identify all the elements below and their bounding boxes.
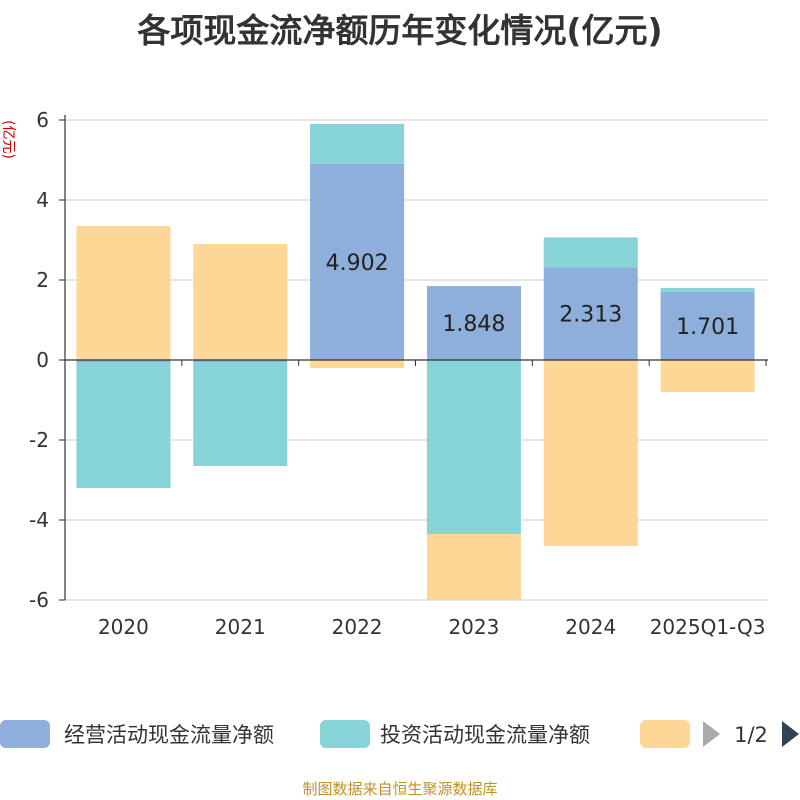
legend: 经营活动现金流量净额 投资活动现金流量净额 1/2 bbox=[0, 720, 799, 748]
source-note: 制图数据来自恒生聚源数据库 bbox=[302, 780, 498, 798]
y-tick-label: -2 bbox=[29, 428, 49, 452]
legend-swatch-1[interactable] bbox=[320, 720, 370, 748]
bar-2024-s1 bbox=[543, 237, 638, 268]
bar-2021-s2 bbox=[193, 244, 288, 360]
grid-lines bbox=[65, 119, 768, 601]
bar-2020-s0 bbox=[76, 360, 171, 362]
bar-2025Q1-Q3-s2 bbox=[660, 360, 755, 392]
legend-page-indicator: 1/2 bbox=[734, 723, 768, 747]
data-label: 4.902 bbox=[326, 251, 389, 276]
chart-title: 各项现金流净额历年变化情况(亿元) bbox=[137, 11, 663, 50]
y-tick-label: 2 bbox=[36, 268, 49, 292]
bar-2024-s0 bbox=[543, 267, 638, 360]
bar-2020-s2 bbox=[76, 226, 171, 360]
bar-2021-s0 bbox=[193, 360, 288, 362]
bar-2023-s0 bbox=[426, 286, 521, 360]
x-tick-label: 2025Q1-Q3 bbox=[650, 615, 766, 639]
bar-2023-s1 bbox=[426, 360, 521, 534]
axes: 6 4 2 0 -2 -4 -6 2020 2021 2022 2023 2024 2025Q1-Q3 bbox=[29, 108, 768, 639]
x-tick-label: 2024 bbox=[565, 615, 616, 639]
data-label: 2.313 bbox=[559, 303, 622, 328]
data-labels: 4.902 1.848 2.313 1.701 bbox=[326, 251, 739, 340]
data-label: 1.701 bbox=[676, 315, 739, 340]
x-tick-label: 2021 bbox=[215, 615, 266, 639]
y-axis-label: (亿元) bbox=[0, 120, 16, 159]
legend-next-icon[interactable] bbox=[782, 721, 799, 747]
y-tick-label: 6 bbox=[36, 108, 49, 132]
bar-2020-s1 bbox=[76, 362, 171, 488]
legend-label-1[interactable]: 投资活动现金流量净额 bbox=[380, 723, 590, 747]
y-tick-label: 4 bbox=[36, 188, 49, 212]
legend-swatch-2[interactable] bbox=[640, 720, 690, 748]
bar-2025Q1-Q3-s1 bbox=[660, 287, 755, 292]
legend-label-0[interactable]: 经营活动现金流量净额 bbox=[64, 723, 274, 747]
x-tick-label: 2022 bbox=[332, 615, 383, 639]
bar-2024-s2 bbox=[543, 360, 638, 546]
y-tick-label: 0 bbox=[36, 348, 49, 372]
bar-2022-s0 bbox=[310, 163, 405, 360]
bar-2025Q1-Q3-s0 bbox=[660, 291, 755, 360]
bar-2023-s2 bbox=[426, 534, 521, 600]
x-tick-label: 2020 bbox=[98, 615, 149, 639]
y-tick-label: -4 bbox=[29, 508, 49, 532]
x-tick-label: 2023 bbox=[448, 615, 499, 639]
bar-2021-s1 bbox=[193, 362, 288, 466]
legend-prev-icon[interactable] bbox=[703, 721, 720, 747]
bar-2022-s2 bbox=[310, 360, 405, 368]
y-tick-label: -6 bbox=[29, 588, 49, 612]
bar-2022-s1 bbox=[310, 123, 405, 164]
legend-swatch-0[interactable] bbox=[0, 720, 50, 748]
data-label: 1.848 bbox=[442, 312, 505, 337]
bars bbox=[76, 123, 755, 600]
